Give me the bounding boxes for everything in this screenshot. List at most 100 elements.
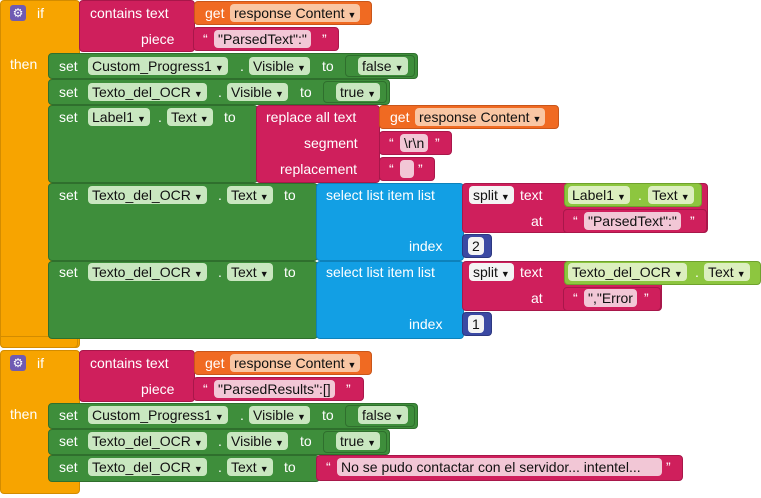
- set-label1-text[interactable]: [48, 105, 258, 183]
- property-dropdown[interactable]: Text ▼: [227, 186, 273, 204]
- message-value[interactable]: No se pudo contactar con el servidor... …: [337, 458, 662, 476]
- contains-text-block[interactable]: [79, 350, 195, 402]
- property-dropdown[interactable]: Visible ▼: [227, 83, 288, 101]
- set-label: set: [59, 264, 78, 280]
- to-label: to: [284, 264, 296, 280]
- component-dropdown[interactable]: Label1 ▼: [88, 108, 150, 126]
- piece-value[interactable]: "ParsedResults":[]: [214, 380, 335, 398]
- dot: .: [240, 407, 244, 423]
- component-dropdown[interactable]: Texto_del_OCR ▼: [88, 458, 207, 476]
- at-label: at: [531, 213, 543, 229]
- quote-open: “: [389, 161, 394, 177]
- quote-close: ”: [418, 161, 423, 177]
- boolean-dropdown[interactable]: true ▼: [336, 432, 381, 450]
- property-dropdown[interactable]: Text ▼: [167, 108, 213, 126]
- index-label: index: [409, 316, 443, 332]
- contains-text-label: contains text: [90, 355, 169, 371]
- quote-close: ”: [435, 135, 440, 151]
- dot: .: [218, 433, 222, 449]
- contains-text-label: contains text: [90, 5, 169, 21]
- text-label: text: [520, 187, 543, 203]
- to-label: to: [284, 459, 296, 475]
- index-value[interactable]: 2: [468, 237, 484, 255]
- then-label: then: [10, 406, 38, 422]
- piece-label: piece: [141, 381, 175, 397]
- set-label: set: [59, 433, 78, 449]
- quote-close: ”: [346, 381, 351, 397]
- select-list-item-block[interactable]: [316, 183, 464, 261]
- component-dropdown[interactable]: Texto_del_OCR ▼: [88, 83, 207, 101]
- get-label: get: [390, 109, 410, 125]
- split-dropdown[interactable]: split ▼: [469, 186, 514, 204]
- property-dropdown[interactable]: Text ▼: [648, 186, 694, 204]
- select-list-item-label: select list item list: [326, 187, 435, 203]
- if-block-1-bottom: [0, 336, 78, 348]
- component-dropdown[interactable]: Texto_del_OCR ▼: [88, 432, 207, 450]
- dot: .: [240, 58, 244, 74]
- replace-all-block[interactable]: [256, 105, 380, 183]
- gear-icon[interactable]: ⚙: [10, 355, 26, 371]
- property-dropdown[interactable]: Text ▼: [227, 263, 273, 281]
- dot: .: [218, 187, 222, 203]
- dot: .: [218, 84, 222, 100]
- component-dropdown[interactable]: Texto_del_OCR ▼: [88, 263, 207, 281]
- dot: .: [218, 264, 222, 280]
- if-label: if: [37, 5, 44, 21]
- response-content-dropdown[interactable]: response Content ▼: [230, 354, 361, 372]
- component-dropdown[interactable]: Custom_Progress1 ▼: [88, 57, 228, 75]
- dot: .: [695, 264, 699, 280]
- quote-close: ”: [322, 31, 327, 47]
- quote-open: “: [573, 290, 578, 306]
- split-dropdown[interactable]: split ▼: [469, 263, 514, 281]
- segment-value[interactable]: \r\n: [400, 134, 429, 152]
- text-label: text: [520, 264, 543, 280]
- response-content-dropdown[interactable]: response Content ▼: [415, 108, 546, 126]
- boolean-dropdown[interactable]: false ▼: [358, 57, 408, 75]
- property-dropdown[interactable]: Visible ▼: [249, 57, 310, 75]
- to-label: to: [300, 84, 312, 100]
- quote-open: “: [573, 213, 578, 229]
- piece-label: piece: [141, 31, 175, 47]
- property-dropdown[interactable]: Visible ▼: [227, 432, 288, 450]
- quote-close: ”: [644, 290, 649, 306]
- dot: .: [158, 109, 162, 125]
- get-label: get: [205, 355, 225, 371]
- property-dropdown[interactable]: Text ▼: [704, 263, 750, 281]
- quote-open: “: [203, 31, 208, 47]
- set-label: set: [59, 84, 78, 100]
- set-label: set: [59, 58, 78, 74]
- if-label: if: [37, 355, 44, 371]
- component-dropdown[interactable]: Texto_del_OCR ▼: [88, 186, 207, 204]
- index-label: index: [409, 238, 443, 254]
- boolean-dropdown[interactable]: false ▼: [358, 406, 408, 424]
- select-list-item-block[interactable]: [316, 261, 464, 339]
- at-value[interactable]: "ParsedText":": [584, 212, 681, 230]
- property-dropdown[interactable]: Visible ▼: [249, 406, 310, 424]
- quote-open: “: [203, 381, 208, 397]
- gear-icon[interactable]: ⚙: [10, 5, 26, 21]
- component-dropdown[interactable]: Custom_Progress1 ▼: [88, 406, 228, 424]
- to-label: to: [322, 407, 334, 423]
- component-dropdown[interactable]: Texto_del_OCR ▼: [568, 263, 687, 281]
- property-dropdown[interactable]: Text ▼: [227, 458, 273, 476]
- contains-text-block[interactable]: [79, 0, 195, 52]
- set-label: set: [59, 109, 78, 125]
- get-label: get: [205, 5, 225, 21]
- to-label: to: [224, 109, 236, 125]
- to-label: to: [300, 433, 312, 449]
- quote-close: ”: [666, 459, 671, 475]
- piece-value[interactable]: "ParsedText":": [214, 30, 311, 48]
- boolean-dropdown[interactable]: true ▼: [336, 83, 381, 101]
- replacement-label: replacement: [280, 161, 358, 177]
- replacement-value[interactable]: [400, 160, 414, 178]
- component-dropdown[interactable]: Label1 ▼: [568, 186, 630, 204]
- select-list-item-label: select list item list: [326, 264, 435, 280]
- replace-all-label: replace all text: [266, 109, 357, 125]
- quote-close: ”: [690, 213, 695, 229]
- response-content-dropdown[interactable]: response Content ▼: [230, 4, 361, 22]
- index-value[interactable]: 1: [468, 315, 484, 333]
- dot: .: [218, 459, 222, 475]
- at-value[interactable]: ","Error: [584, 289, 637, 307]
- quote-open: “: [389, 135, 394, 151]
- segment-label: segment: [304, 135, 358, 151]
